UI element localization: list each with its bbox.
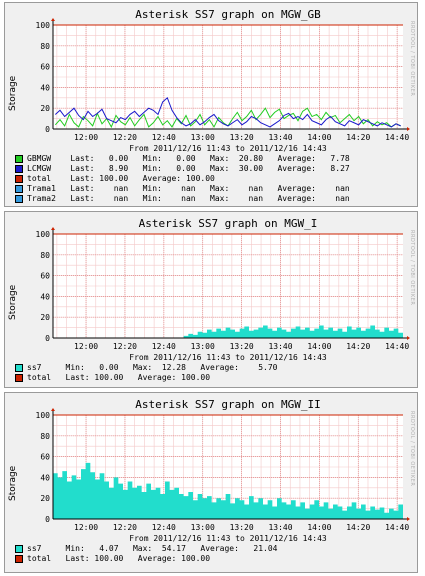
series-LCMGW	[54, 96, 401, 128]
y-tick-label: 100	[36, 21, 51, 30]
x-tick-label: 14:20	[346, 133, 370, 142]
legend-row: LCMGW Last: 8.90 Min: 0.00 Max: 30.00 Av…	[15, 164, 350, 174]
legend-text: GBMGW Last: 0.00 Min: 0.00 Max: 20.80 Av…	[27, 154, 350, 163]
x-axis-arrow	[407, 127, 410, 131]
y-tick-label: 100	[36, 230, 51, 239]
legend-text: total Last: 100.00 Average: 100.00	[27, 554, 211, 563]
legend-swatch	[15, 175, 23, 183]
y-tick-label: 60	[40, 272, 50, 281]
legend-row: ss7 Min: 4.07 Max: 54.17 Average: 21.04	[15, 544, 277, 554]
graph-panel-mgw-ii: Asterisk SS7 graph on MGW_II Storage RRD…	[4, 392, 418, 573]
x-axis-arrow	[407, 336, 410, 340]
legend-text: ss7 Min: 4.07 Max: 54.17 Average: 21.04	[27, 544, 278, 553]
legend-text: Trama2 Last: nan Min: nan Max: nan Avera…	[27, 194, 350, 203]
legend-swatch	[15, 165, 23, 173]
y-tick-label: 0	[45, 125, 50, 134]
legend: ss7 Min: 4.07 Max: 54.17 Average: 21.04 …	[15, 544, 277, 564]
chart-title: Asterisk SS7 graph on MGW_I	[138, 217, 318, 230]
chart-plot: 12:00 12:20 12:40 13:00 13:20 13:40 14:00 14:20…	[36, 18, 410, 142]
x-tick-label: 12:20	[113, 342, 137, 351]
legend-text: LCMGW Last: 8.90 Min: 0.00 Max: 30.00 Av…	[27, 164, 350, 173]
x-tick-label: 14:40	[385, 342, 409, 351]
chart-plot: 12:00 12:20 12:40 13:00 13:20 13:40 14:00 14:20…	[36, 227, 410, 351]
rrdtool-watermark: RRDTOOL / TOBI OETIKER	[409, 230, 415, 306]
x-tick-label: 13:00	[191, 523, 215, 532]
legend: ss7 Min: 0.00 Max: 12.28 Average: 5.70 t…	[15, 363, 277, 383]
x-tick-label: 13:20	[230, 523, 254, 532]
x-tick-label: 14:00	[307, 342, 331, 351]
legend-swatch	[15, 155, 23, 163]
y-tick-label: 80	[40, 42, 50, 51]
series-ss7	[53, 462, 403, 519]
time-range-text: From 2011/12/16 11:43 to 2011/12/16 14:4…	[129, 353, 327, 362]
x-tick-label: 14:20	[346, 523, 370, 532]
legend-row: GBMGW Last: 0.00 Min: 0.00 Max: 20.80 Av…	[15, 154, 350, 164]
x-tick-label: 12:20	[113, 523, 137, 532]
y-tick-label: 60	[40, 453, 50, 462]
legend-swatch	[15, 374, 23, 382]
y-axis-arrow	[51, 18, 55, 21]
legend-row: Trama1 Last: nan Min: nan Max: nan Avera…	[15, 184, 350, 194]
series-ss7	[53, 325, 403, 338]
x-tick-label: 13:20	[230, 342, 254, 351]
rrdtool-watermark: RRDTOOL / TOBI OETIKER	[409, 411, 415, 487]
chart-title: Asterisk SS7 graph on MGW_GB	[135, 8, 321, 21]
x-tick-label: 14:00	[307, 133, 331, 142]
x-tick-label: 12:40	[152, 133, 176, 142]
legend-swatch	[15, 195, 23, 203]
y-tick-label: 60	[40, 63, 50, 72]
x-tick-label: 13:00	[191, 133, 215, 142]
y-tick-label: 40	[40, 473, 50, 482]
y-tick-label: 40	[40, 83, 50, 92]
y-tick-label: 0	[45, 515, 50, 524]
y-tick-label: 40	[40, 292, 50, 301]
graph-panel-mgw-i: Asterisk SS7 graph on MGW_I Storage RRDT…	[4, 211, 418, 388]
x-tick-label: 12:40	[152, 523, 176, 532]
y-tick-label: 100	[36, 411, 51, 420]
x-tick-label: 14:40	[385, 133, 409, 142]
x-tick-label: 12:00	[74, 523, 98, 532]
y-tick-label: 80	[40, 251, 50, 260]
y-tick-label: 0	[45, 334, 50, 343]
y-tick-label: 20	[40, 104, 50, 113]
legend-swatch	[15, 545, 23, 553]
chart-title: Asterisk SS7 graph on MGW_II	[135, 398, 321, 411]
rrdtool-watermark: RRDTOOL / TOBI OETIKER	[409, 21, 415, 97]
chart-plot: 12:00 12:20 12:40 13:00 13:20 13:40 14:00 14:20…	[36, 408, 410, 532]
legend-row: total Last: 100.00 Average: 100.00	[15, 554, 277, 564]
x-tick-label: 13:00	[191, 342, 215, 351]
x-tick-label: 12:40	[152, 342, 176, 351]
y-tick-label: 20	[40, 494, 50, 503]
legend-text: Trama1 Last: nan Min: nan Max: nan Avera…	[27, 184, 350, 193]
x-axis-arrow	[407, 517, 410, 521]
legend-row: total Last: 100.00 Average: 100.00	[15, 174, 350, 184]
legend-text: total Last: 100.00 Average: 100.00	[27, 373, 211, 382]
graph-panel-mgw-gb: Asterisk SS7 graph on MGW_GB Storage RRD…	[4, 2, 418, 207]
legend-swatch	[15, 185, 23, 193]
legend-swatch	[15, 555, 23, 563]
x-tick-label: 14:40	[385, 523, 409, 532]
time-range-text: From 2011/12/16 11:43 to 2011/12/16 14:4…	[129, 144, 327, 153]
legend-text: ss7 Min: 0.00 Max: 12.28 Average: 5.70	[27, 363, 278, 372]
legend: GBMGW Last: 0.00 Min: 0.00 Max: 20.80 Av…	[15, 154, 350, 204]
x-tick-label: 12:00	[74, 342, 98, 351]
legend-row: ss7 Min: 0.00 Max: 12.28 Average: 5.70	[15, 363, 277, 373]
legend-text: total Last: 100.00 Average: 100.00	[27, 174, 215, 183]
x-tick-label: 14:00	[307, 523, 331, 532]
y-axis-arrow	[51, 227, 55, 230]
x-tick-label: 12:20	[113, 133, 137, 142]
y-axis-arrow	[51, 408, 55, 411]
x-tick-label: 13:40	[268, 523, 292, 532]
y-tick-label: 20	[40, 313, 50, 322]
legend-swatch	[15, 364, 23, 372]
x-tick-label: 12:00	[74, 133, 98, 142]
x-tick-label: 13:20	[230, 133, 254, 142]
legend-row: total Last: 100.00 Average: 100.00	[15, 373, 277, 383]
time-range-text: From 2011/12/16 11:43 to 2011/12/16 14:4…	[129, 534, 327, 543]
x-tick-label: 13:40	[268, 342, 292, 351]
x-tick-label: 13:40	[268, 133, 292, 142]
legend-row: Trama2 Last: nan Min: nan Max: nan Avera…	[15, 194, 350, 204]
x-tick-label: 14:20	[346, 342, 370, 351]
y-tick-label: 80	[40, 432, 50, 441]
